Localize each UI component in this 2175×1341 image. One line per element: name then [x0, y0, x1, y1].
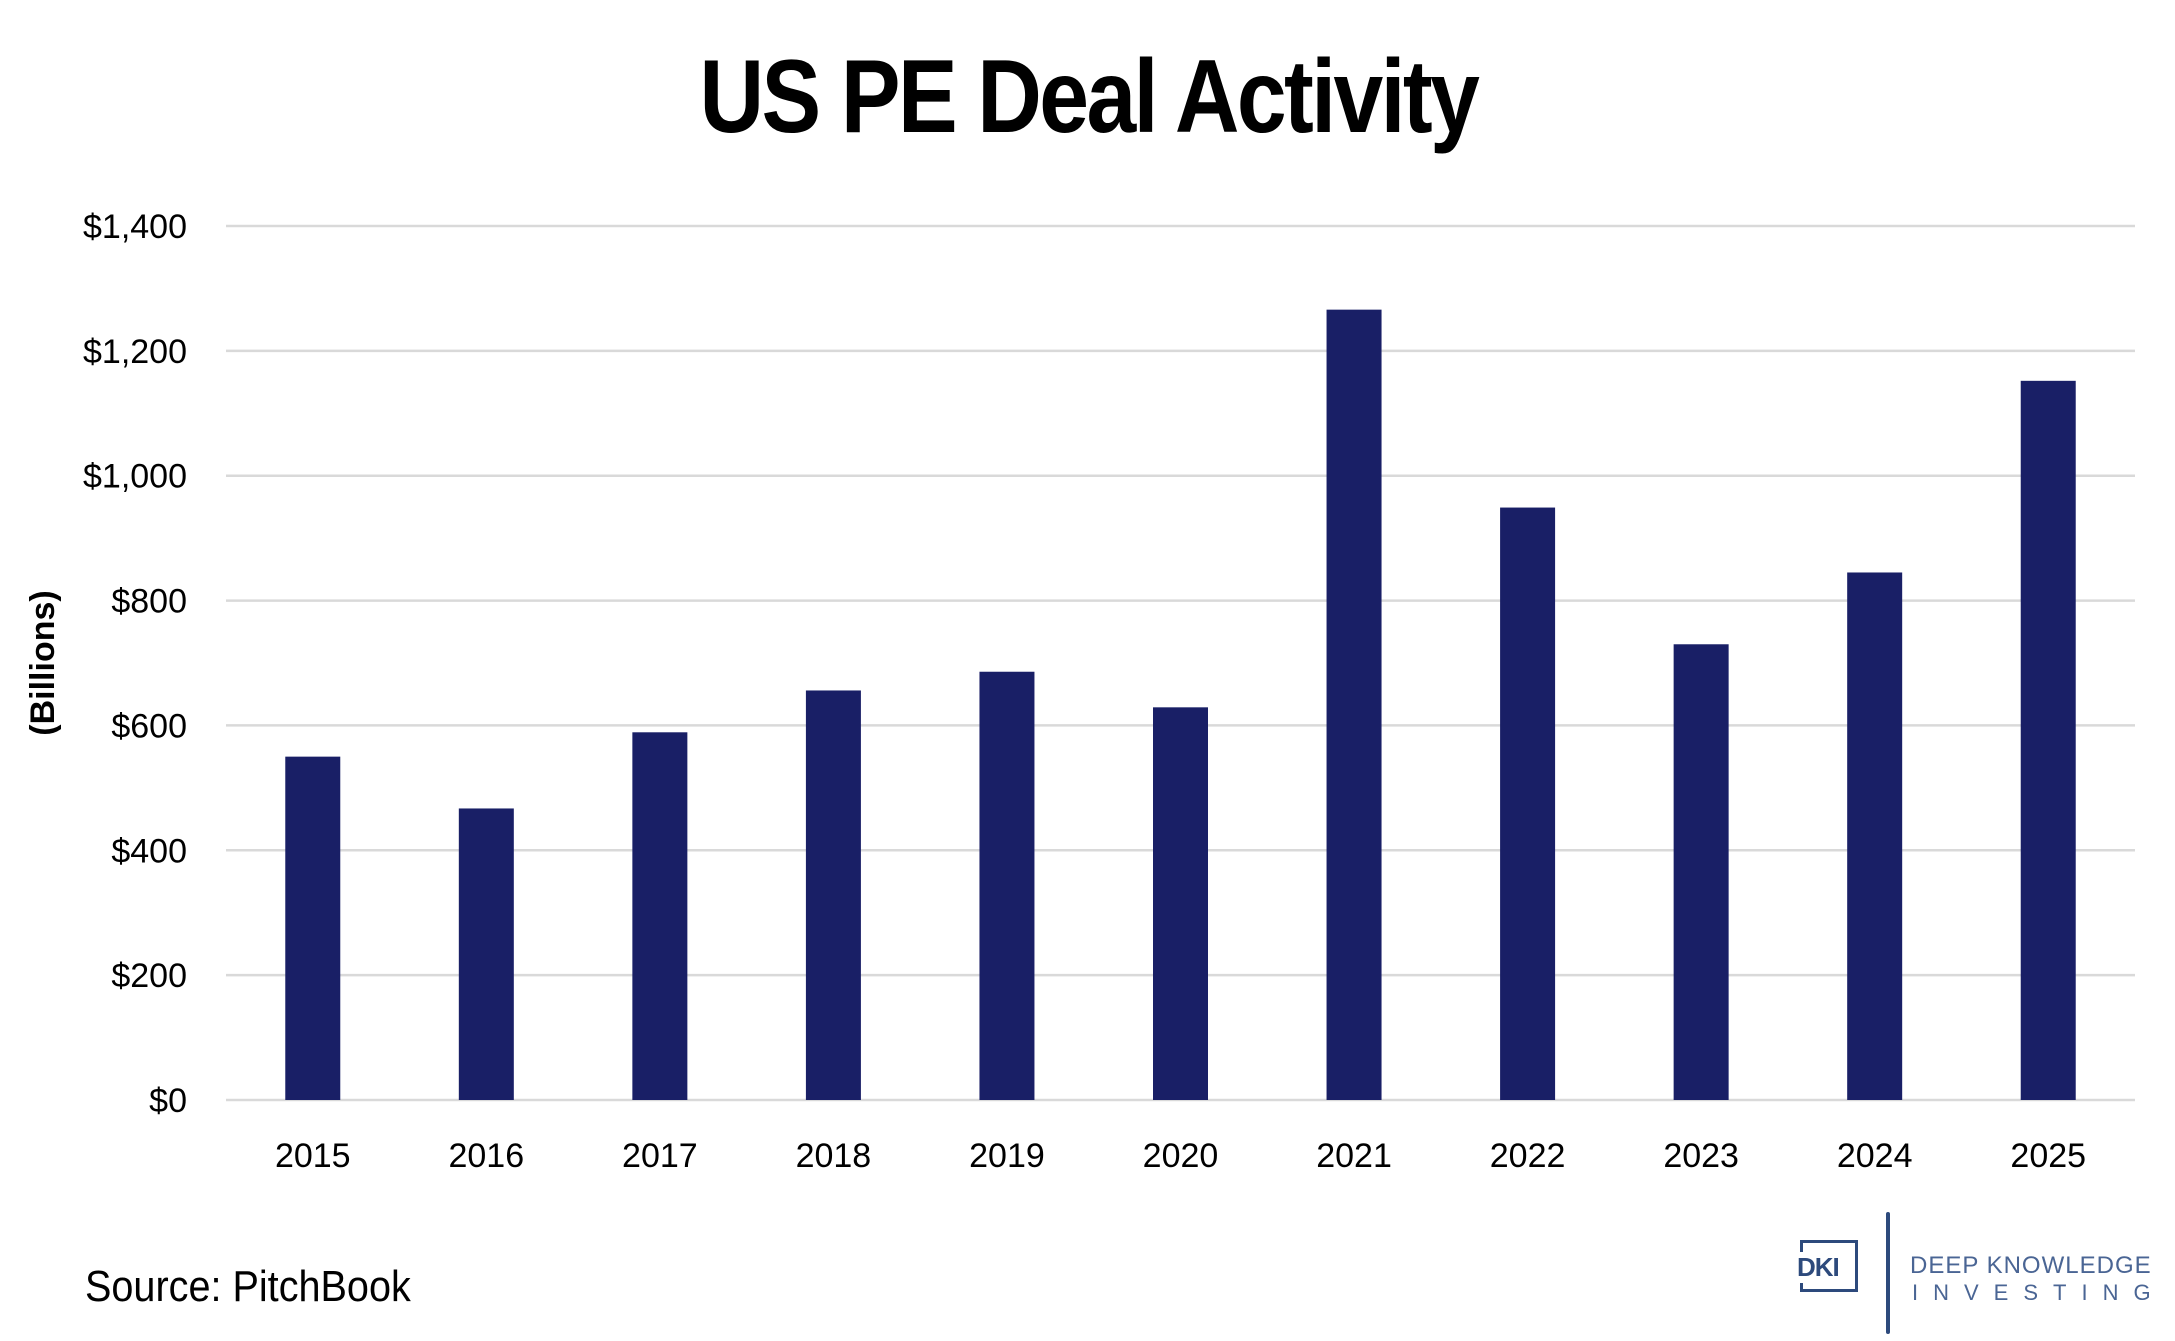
bar-2023	[1673, 644, 1729, 1100]
y-tick-label: $600	[111, 707, 187, 745]
bar-2017	[632, 732, 688, 1100]
y-tick-label: $800	[111, 583, 187, 621]
dki-logo: DKI DEEP KNOWLEDGE INVESTING	[1790, 1200, 2175, 1341]
bar-2024	[1847, 572, 1903, 1100]
logo-mark: DKI	[1796, 1252, 1840, 1283]
y-axis-ticks: $0 $200 $400 $600 $800 $1,000 $1,200 $1,400	[83, 208, 187, 1120]
y-tick-label: $1,000	[83, 458, 187, 496]
x-tick-label: 2017	[622, 1137, 698, 1175]
bar-2021	[1326, 309, 1382, 1100]
y-tick-label: $200	[111, 957, 187, 995]
bar-2015	[285, 756, 341, 1100]
y-tick-label: $1,200	[83, 333, 187, 371]
x-tick-label: 2018	[796, 1137, 872, 1175]
x-tick-label: 2025	[2010, 1137, 2086, 1175]
x-tick-label: 2022	[1490, 1137, 1566, 1175]
source-note: Source: PitchBook	[85, 1262, 411, 1311]
x-tick-label: 2019	[969, 1137, 1045, 1175]
bar-2022	[1500, 507, 1556, 1100]
y-tick-label: $1,400	[83, 208, 187, 246]
x-tick-label: 2024	[1837, 1137, 1913, 1175]
x-axis-ticks: 2015 2016 2017 2018 2019 2020 2021 2022 2023 2024…	[275, 1137, 2086, 1175]
bar-2025	[2020, 380, 2076, 1100]
bar-2018	[805, 690, 861, 1100]
x-tick-label: 2023	[1663, 1137, 1739, 1175]
x-tick-label: 2015	[275, 1137, 351, 1175]
bar-2019	[979, 671, 1035, 1100]
logo-line2: INVESTING	[1912, 1280, 2166, 1305]
bar-2016	[458, 808, 514, 1100]
chart-title: US PE Deal Activity	[699, 39, 1480, 155]
bars	[285, 309, 2076, 1100]
bar-2020	[1153, 707, 1208, 1100]
x-tick-label: 2016	[448, 1137, 524, 1175]
x-tick-label: 2020	[1143, 1137, 1219, 1175]
logo-line1: DEEP KNOWLEDGE	[1910, 1252, 2152, 1279]
logo-divider	[1886, 1212, 1890, 1334]
y-tick-label: $400	[111, 832, 187, 870]
y-axis-label: (Billions)	[24, 590, 62, 735]
y-tick-label: $0	[149, 1082, 187, 1120]
x-tick-label: 2021	[1316, 1137, 1392, 1175]
